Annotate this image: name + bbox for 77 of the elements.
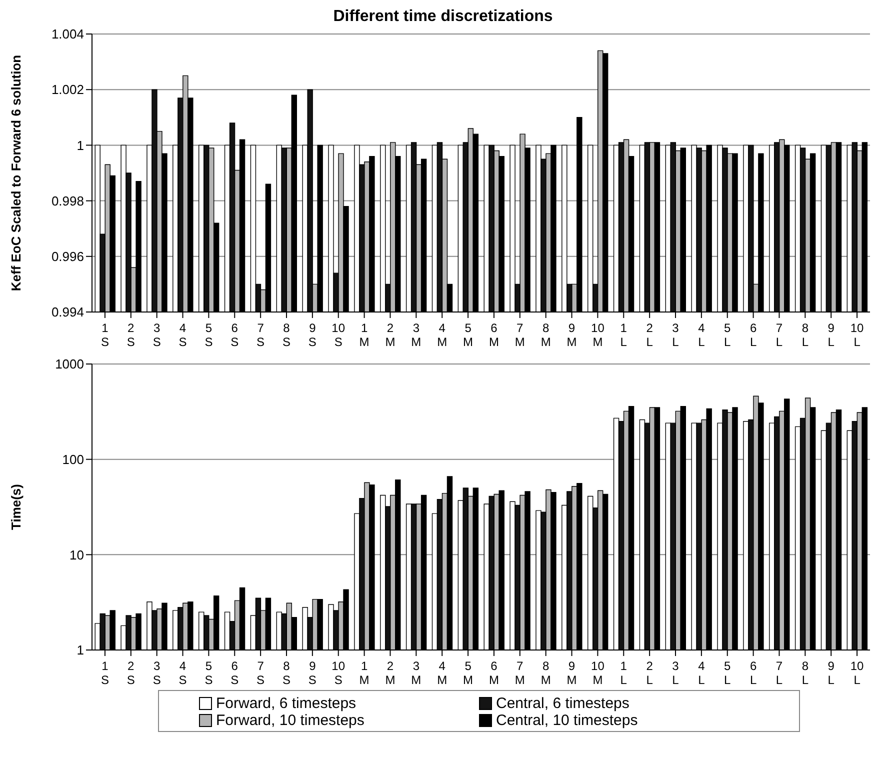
x-tick-label: 7 M bbox=[514, 659, 525, 687]
legend-label: Central, 6 timesteps bbox=[496, 695, 630, 712]
x-tick-label: 4 S bbox=[178, 321, 187, 349]
x-tick-label: 3 S bbox=[152, 659, 161, 687]
x-tick-label: 10 M bbox=[591, 321, 605, 349]
x-tick-label: 2 M bbox=[385, 321, 396, 349]
x-tick-label: 3 L bbox=[672, 321, 680, 349]
x-tick-label: 1 L bbox=[620, 321, 628, 349]
y-tick-label: 1.002 bbox=[51, 82, 84, 98]
x-tick-label: 3 M bbox=[411, 321, 422, 349]
x-tick-label: 7 L bbox=[776, 659, 783, 687]
x-tick-label: 4 S bbox=[178, 659, 187, 687]
x-tick-label: 9 L bbox=[828, 659, 835, 687]
x-tick-label: 1 M bbox=[359, 659, 370, 687]
x-tick-label: 7 M bbox=[514, 321, 525, 349]
x-tick-label: 10 S bbox=[332, 659, 346, 687]
x-tick-label: 1 M bbox=[359, 321, 370, 349]
x-tick-label: 5 S bbox=[204, 659, 213, 687]
x-tick-label: 3 L bbox=[672, 659, 680, 687]
x-tick-label: 9 L bbox=[828, 321, 835, 349]
x-tick-label: 3 S bbox=[152, 321, 161, 349]
y-axis-title: Keff EoC Scaled to Forward 6 solution bbox=[8, 54, 24, 292]
x-tick-label: 4 M bbox=[437, 321, 448, 349]
x-tick-label: 8 L bbox=[802, 321, 809, 349]
x-tick-label: 2 L bbox=[646, 659, 654, 687]
x-tick-label: 10 L bbox=[850, 659, 864, 687]
x-tick-label: 6 S bbox=[230, 659, 239, 687]
x-tick-label: 6 L bbox=[750, 659, 757, 687]
x-tick-label: 10 L bbox=[850, 321, 864, 349]
y-tick-label: 10 bbox=[70, 547, 84, 562]
x-tick-label: 7 S bbox=[256, 659, 265, 687]
x-tick-label: 6 M bbox=[488, 321, 499, 349]
x-tick-label: 10 M bbox=[591, 659, 605, 687]
x-tick-label: 10 S bbox=[332, 321, 346, 349]
y-tick-label: 1000 bbox=[55, 356, 84, 372]
y-tick-label: 1 bbox=[76, 138, 84, 153]
x-tick-label: 2 S bbox=[126, 659, 135, 687]
legend-label: Forward, 6 timesteps bbox=[216, 695, 356, 712]
x-tick-label: 9 M bbox=[566, 321, 577, 349]
legend-label: Central, 10 timesteps bbox=[496, 712, 638, 729]
x-tick-label: 1 S bbox=[100, 659, 109, 687]
x-tick-label: 6 M bbox=[488, 659, 499, 687]
x-tick-label: 7 L bbox=[776, 321, 783, 349]
x-tick-label: 4 L bbox=[698, 321, 706, 349]
x-tick-label: 4 L bbox=[698, 659, 706, 687]
x-tick-label: 3 M bbox=[411, 659, 422, 687]
x-tick-label: 5 M bbox=[463, 321, 474, 349]
x-tick-label: 9 S bbox=[308, 321, 316, 349]
y-tick-label: 1.004 bbox=[51, 26, 84, 42]
x-tick-label: 8 L bbox=[802, 659, 809, 687]
y-tick-label: 0.998 bbox=[51, 193, 84, 208]
legend-label: Forward, 10 timesteps bbox=[216, 712, 364, 729]
x-tick-label: 1 S bbox=[100, 321, 109, 349]
x-tick-label: 9 S bbox=[308, 659, 316, 687]
x-tick-label: 8 S bbox=[282, 321, 291, 349]
x-tick-label: 4 M bbox=[437, 659, 448, 687]
x-tick-label: 7 S bbox=[256, 321, 265, 349]
x-tick-label: 6 S bbox=[230, 321, 239, 349]
chart-title: Different time discretizations bbox=[332, 8, 554, 26]
y-axis-title: Time(s) bbox=[8, 484, 24, 530]
x-tick-label: 6 L bbox=[750, 321, 757, 349]
x-tick-label: 5 M bbox=[463, 659, 474, 687]
x-tick-label: 5 L bbox=[724, 659, 732, 687]
y-tick-label: 1 bbox=[76, 642, 84, 658]
x-tick-label: 2 M bbox=[385, 659, 396, 687]
x-tick-label: 8 M bbox=[540, 659, 551, 687]
y-tick-label: 100 bbox=[62, 452, 84, 467]
x-tick-label: 8 S bbox=[282, 659, 291, 687]
x-tick-label: 8 M bbox=[540, 321, 551, 349]
y-tick-label: 0.996 bbox=[51, 249, 84, 264]
x-tick-label: 5 S bbox=[204, 321, 213, 349]
y-tick-label: 0.994 bbox=[51, 304, 84, 320]
x-tick-label: 1 L bbox=[620, 659, 628, 687]
x-tick-label: 9 M bbox=[566, 659, 577, 687]
x-tick-label: 2 S bbox=[126, 321, 135, 349]
x-tick-label: 2 L bbox=[646, 321, 654, 349]
x-tick-label: 5 L bbox=[724, 321, 732, 349]
